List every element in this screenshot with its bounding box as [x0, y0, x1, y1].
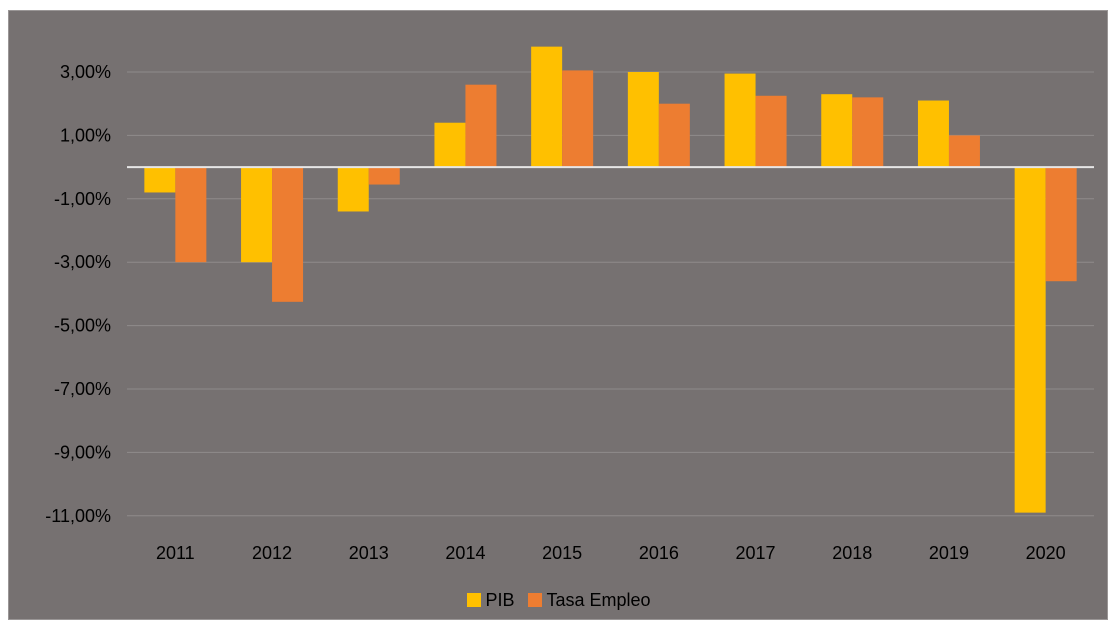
- y-axis-ticks: 3,00% 1,00% -1,00% -3,00% -5,00% -7,00% -9,00%…: [45, 62, 111, 526]
- x-tick-label: 2012: [252, 543, 292, 563]
- chart-area: 3,00% 1,00% -1,00% -3,00% -5,00% -7,00% -9,00%…: [8, 10, 1108, 620]
- y-tick-label: -7,00%: [54, 379, 111, 399]
- legend-swatch-pib: [467, 593, 482, 607]
- x-tick-label: 2019: [929, 543, 969, 563]
- bar-pib-2014: [434, 122, 466, 168]
- bar-tasa-empleo-2017: [755, 95, 787, 168]
- bar-pib-2013: [337, 167, 369, 212]
- bar-tasa-empleo-2015: [562, 70, 594, 168]
- legend-label-tasa-empleo: Tasa Empleo: [546, 589, 651, 610]
- y-tick-label: 3,00%: [60, 62, 111, 82]
- bar-pib-2011: [144, 167, 176, 193]
- bar-tasa-empleo-2019: [948, 135, 980, 168]
- x-tick-label: 2015: [542, 543, 582, 563]
- y-tick-label: -5,00%: [54, 316, 111, 336]
- legend-swatch-tasa-empleo: [528, 593, 543, 607]
- bar-pib-2018: [821, 94, 853, 168]
- x-axis-ticks: 2011 2012 2013 2014 2015 2016 2017 2018 2019 2020: [156, 543, 1066, 563]
- bar-tasa-empleo-2018: [852, 97, 884, 168]
- bar-tasa-empleo-2020: [1045, 167, 1077, 282]
- bar-chart: 3,00% 1,00% -1,00% -3,00% -5,00% -7,00% -9,00%…: [45, 46, 1094, 563]
- y-tick-label: -3,00%: [54, 252, 111, 272]
- bar-tasa-empleo-2013: [368, 167, 400, 185]
- bar-pib-2019: [917, 100, 949, 168]
- bar-pib-2020: [1014, 167, 1046, 513]
- bar-pib-2012: [241, 167, 273, 263]
- x-tick-label: 2017: [736, 543, 776, 563]
- bar-pib-2015: [531, 46, 563, 168]
- bar-tasa-empleo-2014: [465, 84, 497, 168]
- x-tick-label: 2018: [832, 543, 872, 563]
- bar-tasa-empleo-2011: [175, 167, 207, 263]
- legend-item-tasa-empleo: Tasa Empleo: [528, 589, 651, 611]
- bar-pib-2016: [627, 72, 659, 168]
- x-tick-label: 2011: [156, 543, 195, 563]
- legend-label-pib: PIB: [485, 589, 515, 610]
- x-tick-label: 2020: [1026, 543, 1066, 563]
- y-tick-label: -1,00%: [54, 189, 111, 209]
- legend-item-pib: PIB: [467, 590, 514, 611]
- x-tick-label: 2014: [445, 543, 485, 563]
- x-tick-label: 2016: [639, 543, 679, 563]
- bar-tasa-empleo-2012: [272, 167, 304, 302]
- y-tick-label: -11,00%: [45, 506, 111, 526]
- bar-pib-2017: [724, 73, 756, 168]
- bar-tasa-empleo-2016: [658, 103, 690, 168]
- x-tick-label: 2013: [349, 543, 389, 563]
- y-tick-label: 1,00%: [60, 125, 111, 145]
- legend: PIB Tasa Empleo: [9, 587, 1109, 613]
- bars: [144, 46, 1077, 513]
- y-tick-label: -9,00%: [54, 442, 111, 462]
